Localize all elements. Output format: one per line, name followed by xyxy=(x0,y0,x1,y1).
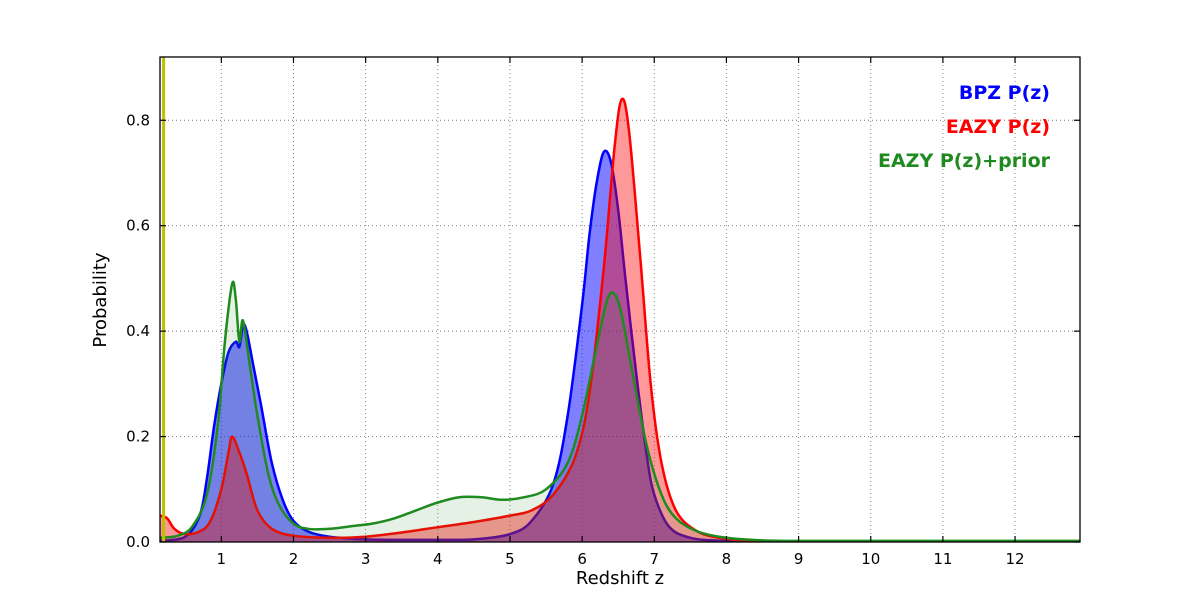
x-tick-label: 5 xyxy=(505,550,515,568)
legend-item-eazy-prior: EAZY P(z)+prior xyxy=(877,150,1050,172)
series-line-3 xyxy=(160,280,1080,542)
x-tick-label: 3 xyxy=(361,550,371,568)
x-tick-label: 1 xyxy=(217,550,227,568)
plot-frame xyxy=(159,56,1081,543)
legend: BPZ P(z) EAZY P(z) EAZY P(z)+prior xyxy=(878,76,1050,178)
y-tick-label: 0.2 xyxy=(126,428,150,446)
axes: 1 2 3 4 5 6 7 8 9 10 11 120.00.20.40.60.8 xyxy=(126,56,1081,568)
y-axis-label: Probability xyxy=(90,252,111,347)
x-tick-label: 10 xyxy=(861,550,880,568)
y-tick-label: 0.0 xyxy=(126,533,150,551)
series-area-3 xyxy=(160,281,1080,542)
x-tick-label: 4 xyxy=(433,550,443,568)
series-area-2 xyxy=(160,98,1080,542)
curves xyxy=(160,57,1080,542)
series-line-1 xyxy=(160,149,1080,542)
x-tick-label: 11 xyxy=(933,550,952,568)
x-tick-label: 7 xyxy=(650,550,660,568)
legend-item-eazy: EAZY P(z) xyxy=(945,116,1050,138)
x-tick-label: 8 xyxy=(722,550,732,568)
x-tick-label: 2 xyxy=(289,550,299,568)
y-tick-label: 0.6 xyxy=(126,217,150,235)
x-tick-label: 6 xyxy=(577,550,587,568)
legend-item-bpz: BPZ P(z) xyxy=(958,82,1050,104)
y-tick-label: 0.8 xyxy=(126,111,150,129)
series-area-1 xyxy=(160,150,1080,542)
x-tick-label: 9 xyxy=(794,550,804,568)
x-axis-label: Redshift z xyxy=(576,568,664,589)
x-tick-label: 12 xyxy=(1006,550,1025,568)
y-tick-label: 0.4 xyxy=(126,322,150,340)
